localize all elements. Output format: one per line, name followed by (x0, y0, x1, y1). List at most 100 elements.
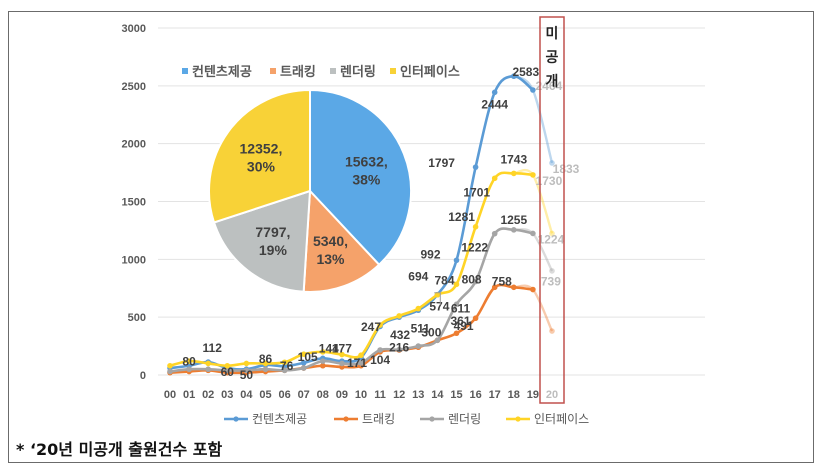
data-label: 2464 (536, 79, 563, 93)
series-marker (453, 257, 460, 264)
series-marker (281, 363, 288, 370)
series-marker (434, 337, 441, 344)
series-marker (511, 284, 517, 291)
series-marker (167, 368, 173, 375)
data-label: 432 (390, 328, 410, 342)
series-marker (453, 301, 460, 308)
series-marker (530, 87, 536, 93)
legend-item: 컨텐츠제공 (224, 412, 307, 426)
series-marker (472, 164, 479, 170)
pie-legend-swatch (330, 68, 336, 74)
series-marker (224, 362, 231, 369)
data-label: 247 (361, 320, 381, 334)
series-marker (511, 170, 517, 177)
series-marker (339, 360, 345, 367)
data-label: 361 (450, 314, 470, 328)
legend-item: 인터페이스 (506, 412, 589, 426)
series-marker (186, 366, 192, 373)
x-tick-label: 08 (317, 389, 329, 401)
y-tick-label: 3000 (122, 23, 146, 35)
data-label: 86 (259, 352, 273, 366)
series-marker (415, 305, 422, 312)
y-tick-label: 0 (140, 370, 146, 382)
pie-legend-label: 렌더링 (340, 64, 376, 80)
legend-marker (429, 416, 435, 422)
pie-percent-label: 13% (316, 251, 345, 267)
series-marker (300, 365, 307, 371)
pie-legend-item: 컨텐츠제공 (182, 64, 252, 80)
data-label: 511 (411, 322, 431, 336)
series-line-faded-1 (513, 284, 554, 332)
series-marker (186, 358, 192, 364)
x-tick-label: 05 (259, 389, 271, 401)
data-label: 1701 (463, 185, 490, 199)
x-tick-label: 00 (164, 389, 176, 401)
unpublished-label: 공 (546, 50, 559, 66)
pie-legend-swatch (270, 68, 276, 74)
x-tick-label: 02 (202, 389, 214, 401)
series-marker (472, 278, 479, 285)
pie-slice (302, 188, 381, 293)
series-marker (549, 160, 555, 166)
unpublished-box (539, 16, 565, 404)
x-tick-label: 10 (355, 389, 367, 401)
series-marker (377, 322, 383, 328)
series-marker (472, 224, 479, 230)
legend-item: 트래킹 (334, 412, 395, 426)
pie-slice (309, 88, 412, 267)
series-marker (358, 352, 364, 359)
data-label: 739 (541, 275, 561, 289)
x-tick-label: 06 (278, 389, 290, 401)
series-marker (224, 367, 231, 374)
data-label: 216 (389, 341, 409, 355)
series-marker (453, 281, 460, 288)
data-label: 491 (454, 319, 474, 333)
pie-percent-label: 30% (247, 158, 276, 174)
data-label: 1730 (536, 174, 563, 188)
series-marker (358, 360, 364, 366)
data-label: 104 (370, 353, 390, 367)
x-tick-label: 04 (240, 389, 253, 401)
series-marker (396, 346, 403, 353)
data-label: 50 (240, 368, 254, 382)
data-label: 76 (280, 359, 294, 373)
pie-value-label: 12352, (240, 140, 283, 156)
x-tick-label: 18 (508, 389, 520, 401)
pie-slice (212, 189, 312, 293)
data-label: 758 (492, 274, 512, 288)
data-label: 2583 (512, 65, 539, 79)
series-marker (549, 328, 555, 334)
data-label: 60 (221, 365, 235, 379)
data-label: 611 (451, 301, 471, 315)
data-label: 574 (429, 300, 449, 314)
x-tick-label: 14 (431, 389, 444, 401)
data-label: 105 (298, 350, 318, 364)
y-tick-label: 500 (128, 312, 146, 324)
data-label: 992 (420, 247, 440, 261)
series-marker (205, 360, 211, 367)
legend-label: 트래킹 (362, 412, 395, 426)
series-marker (530, 172, 536, 178)
series-marker (243, 367, 250, 374)
data-label: 171 (347, 356, 367, 370)
data-label: 1797 (428, 156, 455, 170)
pie-value-label: 5340, (313, 233, 348, 249)
pie-legend-item: 렌더링 (330, 64, 376, 80)
series-marker (415, 343, 422, 349)
series-marker (491, 175, 498, 182)
series-marker (320, 362, 326, 369)
data-label: 112 (203, 341, 223, 355)
series-marker (472, 315, 479, 322)
data-label: 1833 (553, 162, 580, 176)
x-tick-label: 12 (393, 389, 405, 401)
pie-value-label: 7797, (255, 224, 290, 240)
x-tick-label: 19 (527, 389, 539, 401)
x-tick-label: 09 (336, 389, 348, 401)
data-label: 1281 (448, 210, 475, 224)
series-marker (491, 89, 498, 96)
data-label: 784 (434, 273, 454, 287)
series-marker (167, 362, 173, 369)
data-label: 1222 (461, 241, 488, 255)
y-tick-label: 1000 (122, 254, 146, 266)
series-marker (300, 351, 307, 357)
